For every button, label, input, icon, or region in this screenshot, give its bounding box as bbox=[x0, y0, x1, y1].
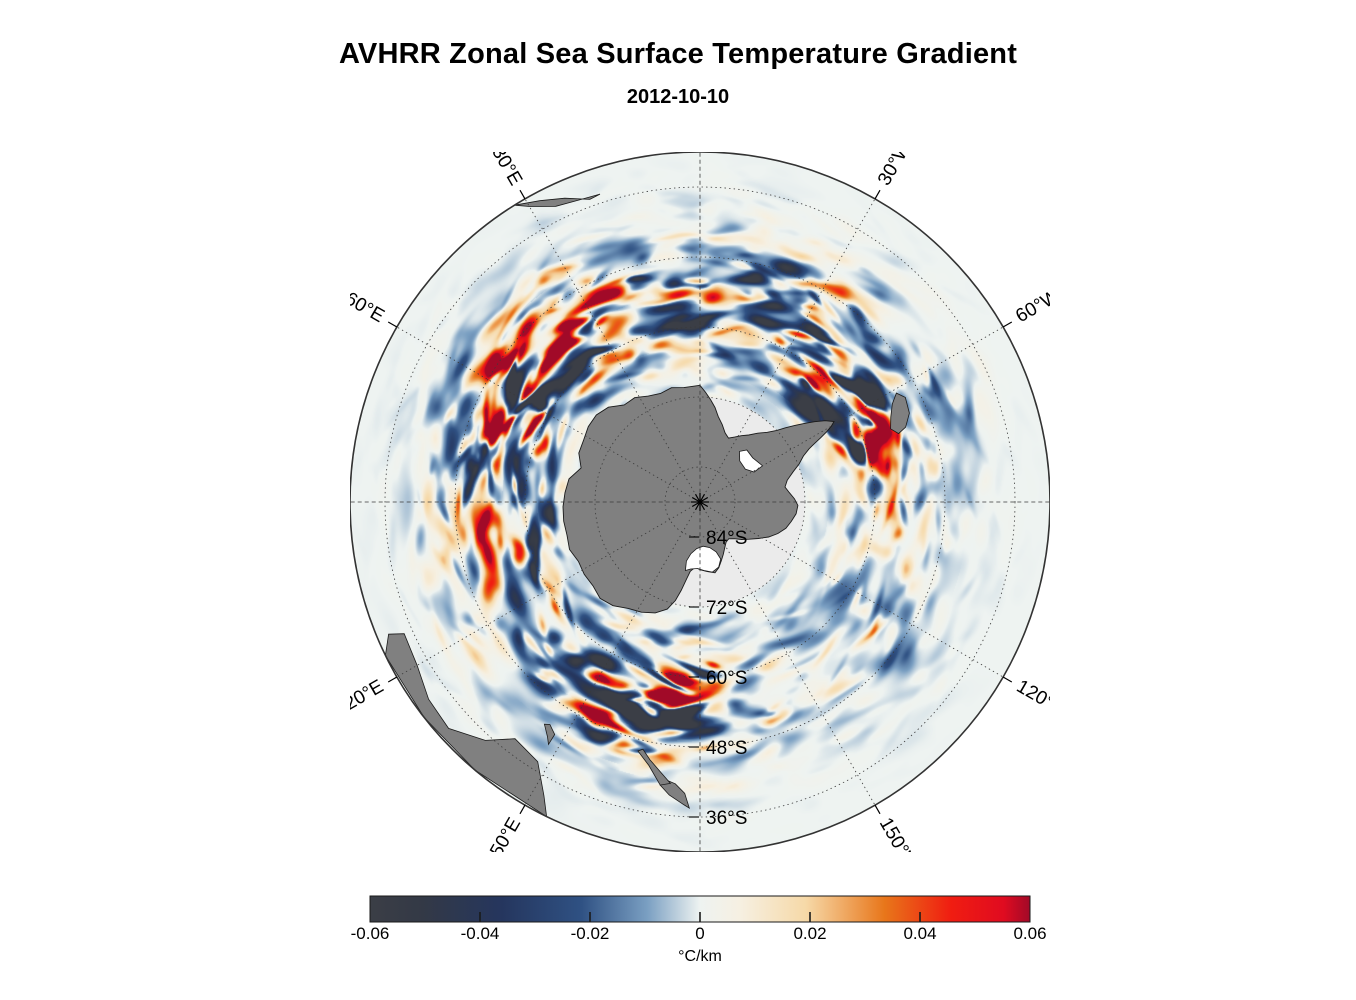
page-subtitle: 2012-10-10 bbox=[626, 86, 730, 108]
latitude-label-0: 84°S bbox=[706, 528, 747, 549]
latitude-label-4: 36°S bbox=[706, 808, 747, 829]
landmass-australia bbox=[384, 633, 548, 818]
lon-tick-11 bbox=[874, 189, 881, 200]
lon-tick-1 bbox=[519, 189, 526, 200]
lon-tick-10 bbox=[1002, 321, 1013, 328]
longitude-label-5: 150°E bbox=[481, 814, 525, 852]
colorbar-tick-2: -0.02 bbox=[570, 924, 610, 943]
landmass-tasmania bbox=[543, 723, 556, 746]
longitude-label-1: 30°E bbox=[487, 152, 526, 189]
longitude-label-8: 120°W bbox=[1013, 676, 1050, 723]
parallel-48 bbox=[454, 256, 946, 748]
longitude-label-11: 30°W bbox=[874, 152, 916, 189]
parallel-36 bbox=[384, 186, 1016, 818]
latitude-label-2: 60°S bbox=[706, 668, 747, 689]
parallel-60 bbox=[524, 326, 876, 678]
colorbar-tick-4: 0.02 bbox=[793, 924, 827, 943]
latitude-label-3: 48°S bbox=[706, 738, 747, 759]
lon-tick-2 bbox=[387, 321, 398, 328]
polar-map[interactable]: 84°S72°S60°S48°S36°S0°30°E60°E90°E120°E1… bbox=[350, 152, 1050, 852]
colorbar[interactable]: -0.06 -0.04 -0.02 0 0.02 0.04 0.06 °C/km bbox=[340, 890, 1060, 985]
longitude-label-4: 120°E bbox=[350, 676, 387, 720]
colorbar-tick-3: 0 bbox=[695, 924, 705, 943]
colorbar-gradient[interactable] bbox=[340, 890, 1060, 940]
longitude-label-2: 60°E bbox=[350, 288, 388, 327]
landmass-south-america bbox=[890, 392, 910, 435]
colorbar-tick-1: -0.04 bbox=[460, 924, 500, 943]
landmass-madagascar bbox=[388, 224, 445, 243]
pole-marker bbox=[691, 493, 709, 511]
page-title: AVHRR Zonal Sea Surface Temperature Grad… bbox=[338, 38, 1018, 70]
colorbar-unit-label: °C/km bbox=[678, 948, 722, 965]
parallel-72 bbox=[594, 396, 806, 608]
lon-tick-5 bbox=[519, 804, 526, 815]
colorbar-tick-6: 0.06 bbox=[1013, 924, 1047, 943]
longitude-label-10: 60°W bbox=[1012, 286, 1050, 328]
parallel-84 bbox=[664, 466, 736, 538]
ice-shelf-0 bbox=[684, 545, 722, 573]
landmass-new-zealand-south bbox=[637, 748, 672, 786]
colorbar-tick-5: 0.04 bbox=[903, 924, 937, 943]
latitude-label-1: 72°S bbox=[706, 598, 747, 619]
graticule bbox=[350, 152, 1050, 852]
lon-tick-7 bbox=[874, 804, 881, 815]
lon-tick-8 bbox=[1002, 676, 1013, 683]
map-svg: 84°S72°S60°S48°S36°S0°30°E60°E90°E120°E1… bbox=[350, 152, 1050, 852]
lon-tick-4 bbox=[387, 676, 398, 683]
ice-shelf-1 bbox=[739, 449, 764, 473]
longitude-label-7: 150°W bbox=[875, 814, 922, 852]
colorbar-tick-0: -0.06 bbox=[350, 924, 390, 943]
